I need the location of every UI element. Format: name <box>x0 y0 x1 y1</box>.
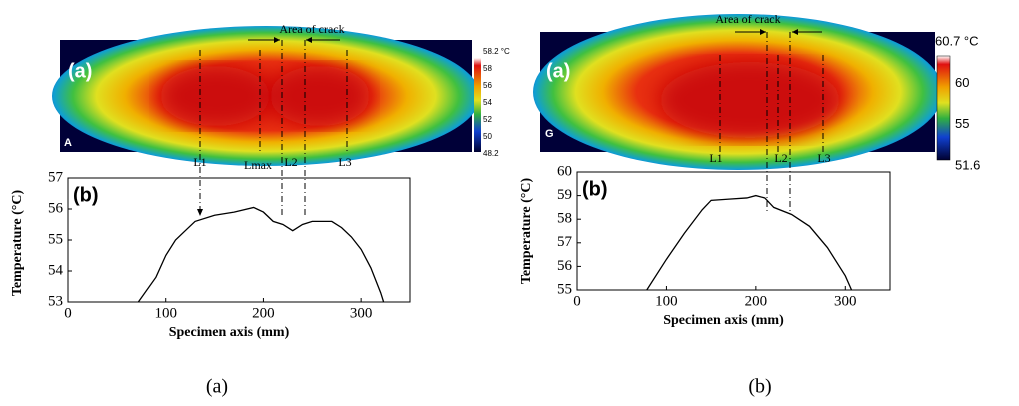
corner-label: A <box>64 137 72 149</box>
y-tick-label: 55 <box>557 281 572 297</box>
panel-label: (b) <box>73 184 99 206</box>
x-tick-label: 0 <box>573 293 581 309</box>
x-axis-label: Specimen axis (mm) <box>169 325 290 340</box>
thermal-image <box>52 26 481 166</box>
y-tick-label: 54 <box>48 262 64 278</box>
y-tick-label: 56 <box>48 200 64 216</box>
x-tick-label: 300 <box>350 305 373 321</box>
x-tick-label: 0 <box>64 305 72 321</box>
y-axis-label: Temperature (°C) <box>519 178 534 285</box>
line-label: L1 <box>709 151 722 165</box>
colorbar-label: 58.2 °C <box>483 47 510 56</box>
line-label: L2 <box>284 155 297 169</box>
y-tick-label: 60 <box>557 163 572 179</box>
colorbar-label: 54 <box>483 98 492 107</box>
x-tick-label: 100 <box>154 305 177 321</box>
colorbar-label: 55 <box>955 116 969 131</box>
caption: (b) <box>748 376 771 398</box>
corner-label: G <box>545 128 554 140</box>
colorbar-label: 60.7 °C <box>935 33 979 48</box>
y-tick-label: 55 <box>48 231 63 247</box>
caption: (a) <box>206 376 228 398</box>
y-axis-label: Temperature (°C) <box>10 190 25 297</box>
data-line <box>647 196 852 290</box>
image-label: (a) <box>68 60 92 82</box>
y-tick-label: 56 <box>557 258 573 274</box>
line-label: L1 <box>193 155 206 169</box>
y-tick-label: 53 <box>48 293 63 309</box>
line-label: L3 <box>817 151 830 165</box>
crack-label: Area of crack <box>279 22 344 36</box>
figure: (a) A Area of crack L1 Lmax L2 L3 58.2 °… <box>0 0 1019 406</box>
y-tick-label: 57 <box>48 169 64 185</box>
colorbar-label: 51.6 <box>955 157 980 172</box>
colorbar-label: 56 <box>483 81 492 90</box>
colorbar-label: 50 <box>483 132 492 141</box>
plot-frame <box>68 178 410 302</box>
colorbar-label: 52 <box>483 115 492 124</box>
panel-label: (b) <box>582 178 608 200</box>
colorbar-label: 58 <box>483 64 492 73</box>
x-tick-label: 200 <box>252 305 275 321</box>
colorbar-label: 48.2 <box>483 149 499 158</box>
thermal-image <box>533 14 950 170</box>
colorbar-label: 60 <box>955 75 969 90</box>
y-tick-label: 58 <box>557 211 572 227</box>
x-axis-label: Specimen axis (mm) <box>663 313 784 328</box>
colorbar-labels: 58.2 °C 58 56 54 52 50 48.2 <box>483 47 510 158</box>
x-tick-label: 300 <box>834 293 857 309</box>
line-label: L3 <box>338 155 351 169</box>
image-label: (a) <box>546 60 570 82</box>
line-label: L2 <box>774 151 787 165</box>
x-tick-label: 200 <box>745 293 768 309</box>
x-tick-label: 100 <box>655 293 678 309</box>
y-tick-label: 57 <box>557 234 573 250</box>
crack-label: Area of crack <box>715 12 780 26</box>
line-label: Lmax <box>244 158 272 172</box>
data-line <box>138 207 383 302</box>
y-tick-label: 59 <box>557 187 572 203</box>
